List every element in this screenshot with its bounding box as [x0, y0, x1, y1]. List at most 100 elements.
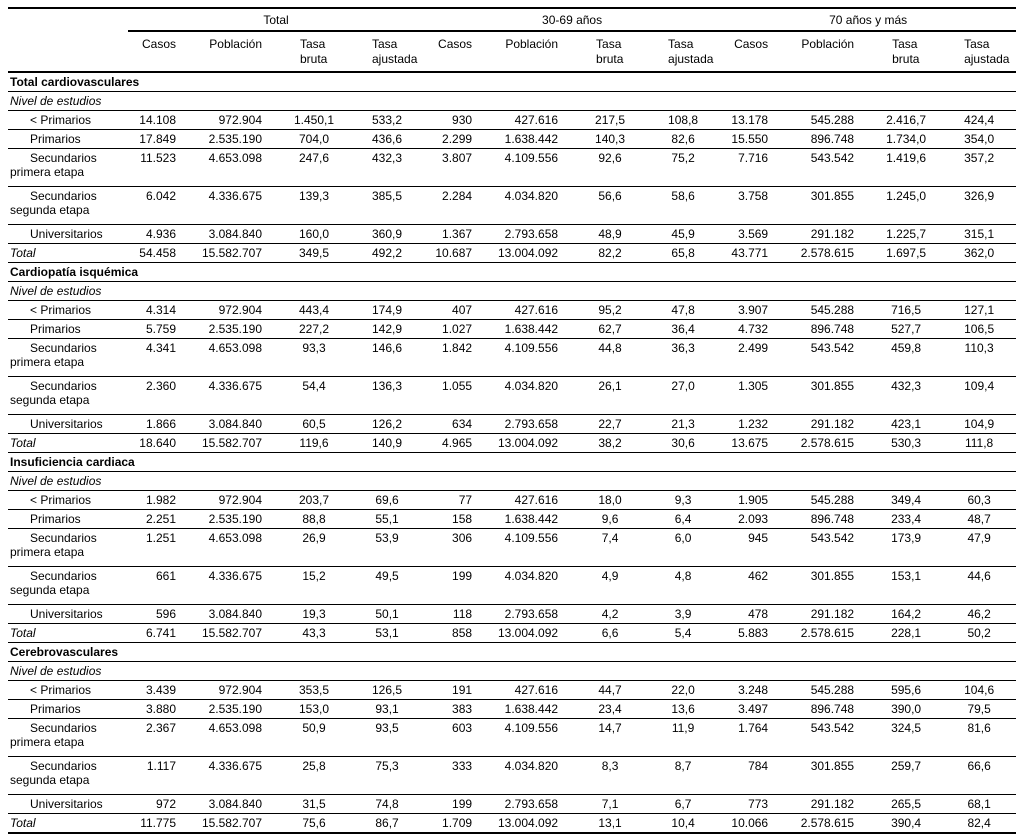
cell-value: 50,9 [278, 718, 350, 757]
cell-value: 10.687 [424, 243, 489, 263]
cell-value: 82,4 [942, 813, 1017, 834]
cell-value: 228,1 [870, 623, 943, 643]
cell-value: 5.759 [128, 319, 192, 339]
cell-value: 55,1 [350, 509, 425, 529]
cell-value: 383 [424, 699, 489, 719]
cell-value: 4.336.675 [192, 756, 278, 795]
cell-value: 26,1 [574, 376, 647, 415]
group-header-30-69: 30-69 años [424, 8, 721, 32]
cell-value: 2.367 [128, 718, 192, 757]
row-label: Primarios [8, 699, 128, 719]
cell-value: 291.182 [784, 414, 871, 434]
cell-value: 75,2 [646, 148, 721, 187]
cell-value: 2.360 [128, 376, 192, 415]
cell-value: 13.004.092 [488, 813, 575, 834]
column-header-poblacion: Población [192, 31, 278, 73]
cell-value: 7,1 [574, 794, 647, 814]
cell-value: 18,0 [574, 490, 647, 510]
cell-value: 13.004.092 [488, 243, 575, 263]
cell-value: 4.034.820 [488, 756, 575, 795]
cell-value: 2.535.190 [192, 129, 278, 149]
cell-value: 459,8 [870, 338, 943, 377]
cell-value: 427.616 [488, 300, 575, 320]
cell-value: 1.251 [128, 528, 192, 567]
row-label: Secundarios segunda etapa [8, 566, 128, 605]
cell-value: 13,1 [574, 813, 647, 834]
cell-value: 896.748 [784, 129, 871, 149]
table-row: Universitarios 4.936 3.084.840 160,0 360,9 1.… [8, 224, 1017, 244]
row-label: Universitarios [8, 414, 128, 434]
cell-value: 10.066 [720, 813, 785, 834]
cell-value: 139,3 [278, 186, 350, 225]
cell-value: 58,6 [646, 186, 721, 225]
cell-value: 19,3 [278, 604, 350, 624]
cell-value: 301.855 [784, 186, 871, 225]
cell-value: 43,3 [278, 623, 350, 643]
cell-value: 3.084.840 [192, 414, 278, 434]
cell-value: 2.578.615 [784, 433, 871, 453]
row-label: Universitarios [8, 604, 128, 624]
cell-value: 2.793.658 [488, 414, 575, 434]
cell-value: 3.880 [128, 699, 192, 719]
cell-value: 30,6 [646, 433, 721, 453]
cell-value: 53,1 [350, 623, 425, 643]
cell-value: 62,7 [574, 319, 647, 339]
cell-value: 596 [128, 604, 192, 624]
cell-value: 142,9 [350, 319, 425, 339]
cell-value: 545.288 [784, 110, 871, 130]
cell-value: 3.807 [424, 148, 489, 187]
cell-value: 354,0 [942, 129, 1017, 149]
cell-value: 4.653.098 [192, 338, 278, 377]
cell-value: 86,7 [350, 813, 425, 834]
cell-value: 6,0 [646, 528, 721, 567]
table-row: Total 54.458 15.582.707 349,5 492,2 10.687 13.… [8, 243, 1017, 263]
cell-value: 2.793.658 [488, 224, 575, 244]
cell-value: 291.182 [784, 224, 871, 244]
cell-value: 27,0 [646, 376, 721, 415]
cell-value: 95,2 [574, 300, 647, 320]
cell-value: 390,4 [870, 813, 943, 834]
cell-value: 1.055 [424, 376, 489, 415]
cell-value: 82,6 [646, 129, 721, 149]
cell-value: 36,4 [646, 319, 721, 339]
cell-value: 1.305 [720, 376, 785, 415]
cell-value: 11.775 [128, 813, 192, 834]
cell-value: 54,4 [278, 376, 350, 415]
cell-value: 22,0 [646, 680, 721, 700]
cell-value: 46,2 [942, 604, 1017, 624]
cell-value: 153,0 [278, 699, 350, 719]
cell-value: 217,5 [574, 110, 647, 130]
cell-value: 5,4 [646, 623, 721, 643]
cell-value: 36,3 [646, 338, 721, 377]
cell-value: 326,9 [942, 186, 1017, 225]
cell-value: 1.225,7 [870, 224, 943, 244]
row-label: < Primarios [8, 490, 128, 510]
cell-value: 360,9 [350, 224, 425, 244]
cell-value: 545.288 [784, 300, 871, 320]
cell-value: 26,9 [278, 528, 350, 567]
table-row: Secundarios primera etapa 11.523 4.653.098… [8, 148, 1017, 187]
cell-value: 291.182 [784, 604, 871, 624]
table-row: Primarios 17.849 2.535.190 704,0 436,6 2.299 1… [8, 129, 1017, 149]
cell-value: 4.653.098 [192, 528, 278, 567]
cell-value: 45,9 [646, 224, 721, 244]
cell-value: 634 [424, 414, 489, 434]
cell-value: 126,5 [350, 680, 425, 700]
cell-value: 4.109.556 [488, 718, 575, 757]
table-row: < Primarios 3.439 972.904 353,5 126,5 191 427.… [8, 680, 1017, 700]
cell-value: 174,9 [350, 300, 425, 320]
cell-value: 44,7 [574, 680, 647, 700]
cell-value: 4.336.675 [192, 376, 278, 415]
table-row: Secundarios segunda etapa 661 4.336.675 15,… [8, 566, 1017, 605]
cell-value: 427.616 [488, 110, 575, 130]
cell-value: 47,9 [942, 528, 1017, 567]
cell-value: 199 [424, 566, 489, 605]
cell-value: 68,1 [942, 794, 1017, 814]
cell-value: 443,4 [278, 300, 350, 320]
group-header-70-plus: 70 años y más [720, 8, 1017, 32]
cell-value: 301.855 [784, 376, 871, 415]
cell-value: 349,4 [870, 490, 943, 510]
row-label: Secundarios primera etapa [8, 718, 128, 757]
cell-value: 2.535.190 [192, 699, 278, 719]
row-label: Primarios [8, 509, 128, 529]
